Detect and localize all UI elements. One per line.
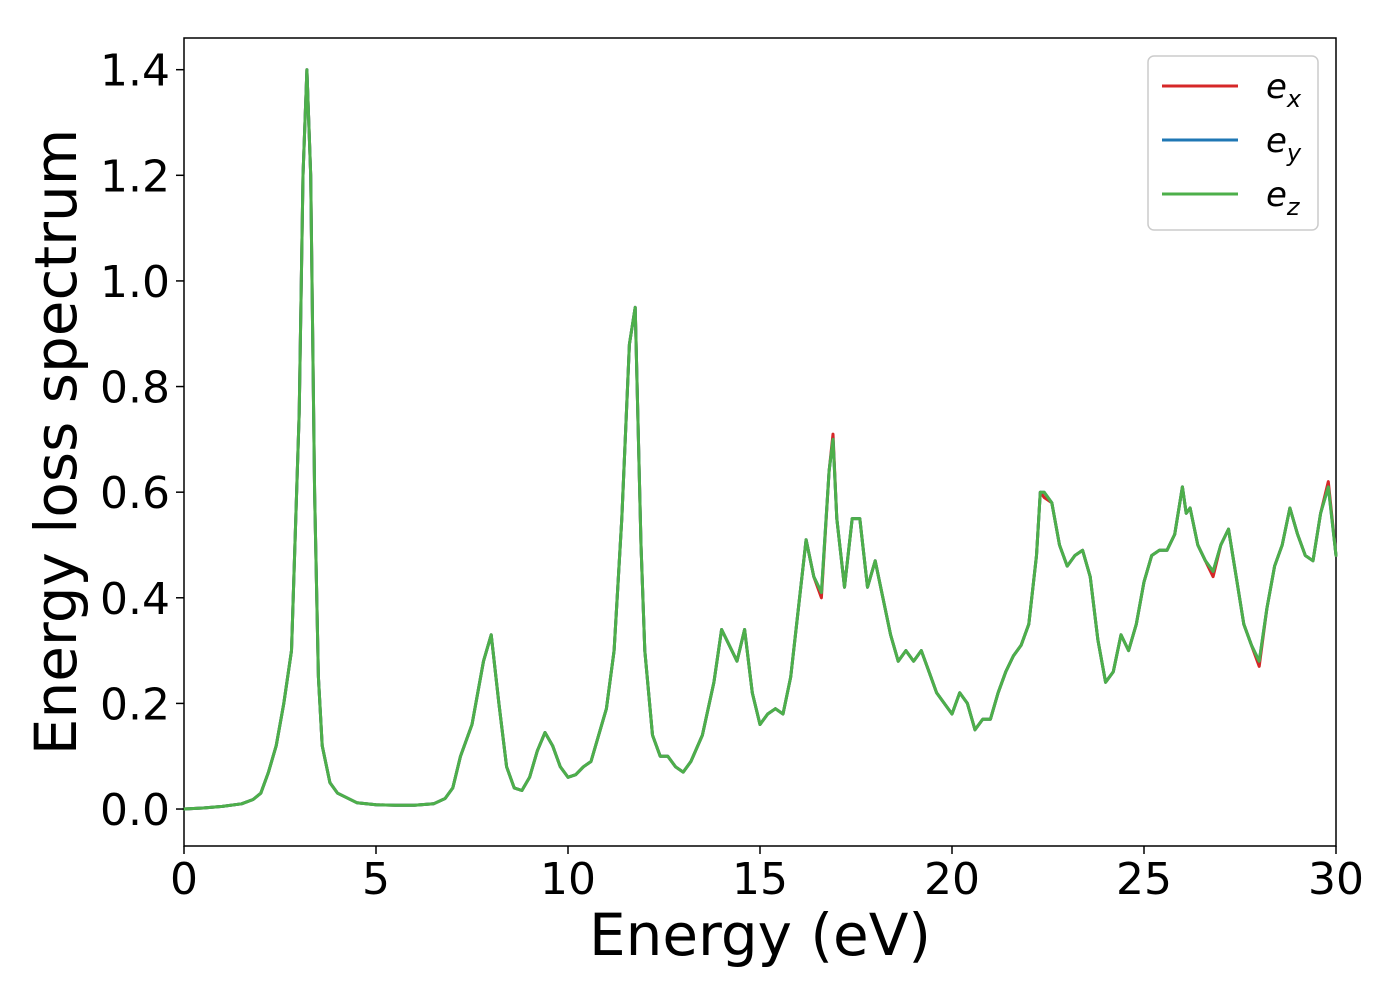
- y-tick-label: 1.4: [100, 46, 170, 97]
- y-tick-label: 0.6: [100, 468, 170, 519]
- x-tick-label: 25: [1116, 854, 1172, 905]
- y-tick-label: 0.8: [100, 363, 170, 414]
- legend: ex ey ez: [1147, 55, 1319, 231]
- legend-label: ex: [1266, 67, 1302, 113]
- y-tick-label: 0.0: [100, 785, 170, 836]
- legend-label: ey: [1266, 121, 1302, 167]
- x-tick-label: 0: [170, 854, 198, 905]
- x-tick-label: 20: [924, 854, 980, 905]
- series-layer: [182, 68, 1338, 811]
- y-axis-label: Energy loss spectrum: [22, 129, 90, 755]
- y-tick-label: 0.4: [100, 574, 170, 625]
- x-tick-label: 15: [732, 854, 788, 905]
- y-tick-label: 0.2: [100, 679, 170, 730]
- x-tick-label: 5: [362, 854, 390, 905]
- y-tick-label: 1.0: [100, 257, 170, 308]
- x-tick-label: 30: [1308, 854, 1364, 905]
- x-axis-label: Energy (eV): [589, 901, 931, 969]
- legend-label: ez: [1266, 175, 1301, 221]
- x-axis-ticks: 0 5 10 15 20 25 30: [170, 846, 1364, 905]
- y-axis-ticks: 0.0 0.2 0.4 0.6 0.8 1.0 1.2 1.4: [100, 46, 184, 836]
- legend-box: [1147, 55, 1319, 231]
- x-tick-label: 10: [540, 854, 596, 905]
- y-tick-label: 1.2: [100, 151, 170, 202]
- series-line-e-z: [182, 68, 1338, 811]
